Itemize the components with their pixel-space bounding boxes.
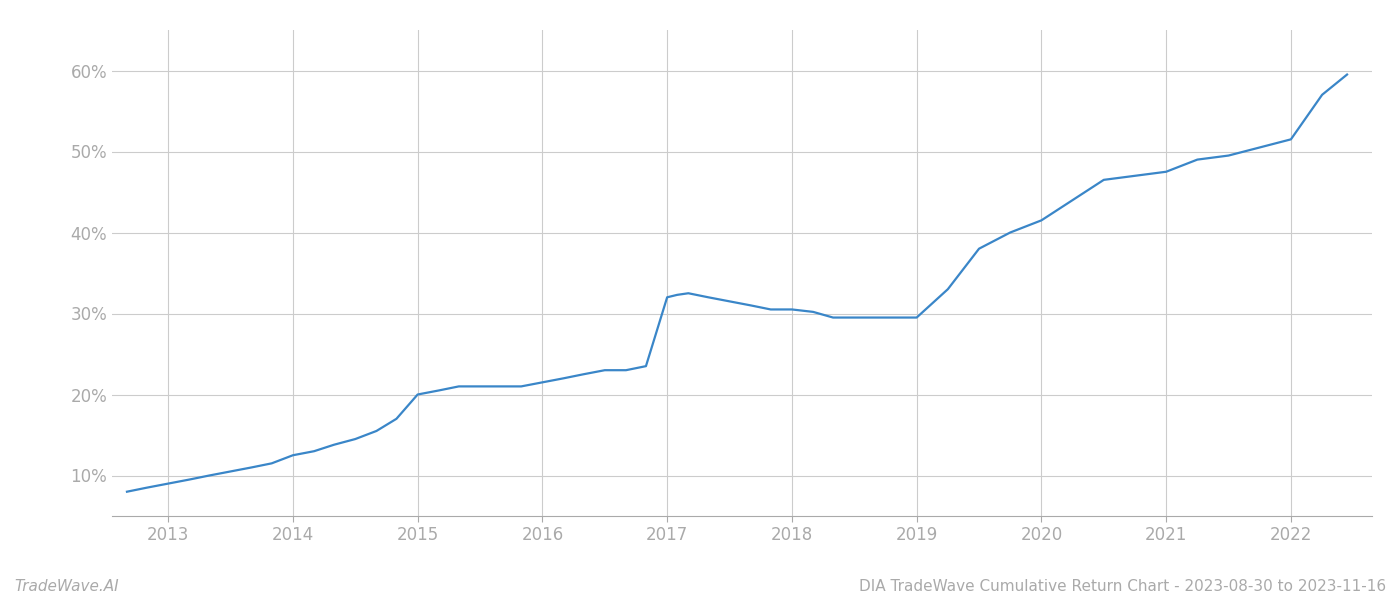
Text: TradeWave.AI: TradeWave.AI	[14, 579, 119, 594]
Text: DIA TradeWave Cumulative Return Chart - 2023-08-30 to 2023-11-16: DIA TradeWave Cumulative Return Chart - …	[858, 579, 1386, 594]
